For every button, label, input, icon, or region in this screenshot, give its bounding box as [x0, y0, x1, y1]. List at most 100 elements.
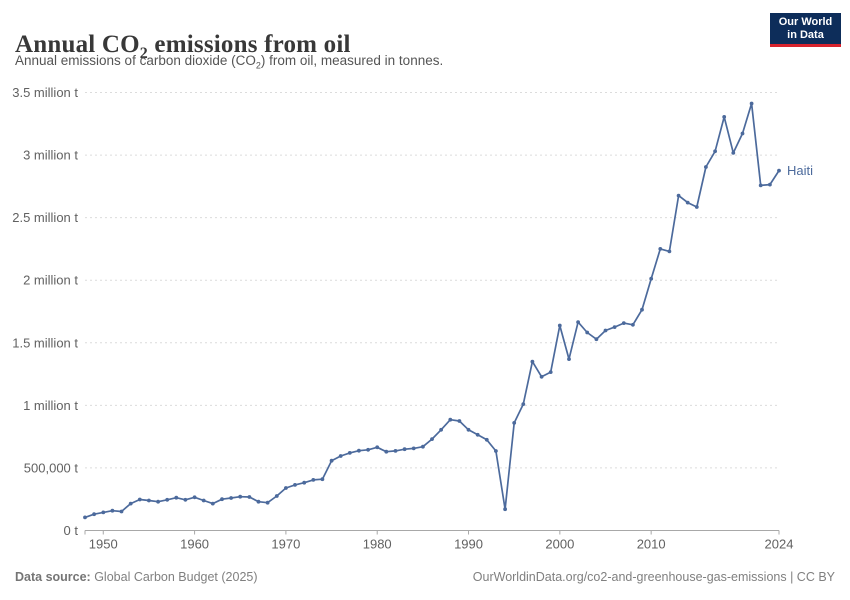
data-point[interactable] [375, 445, 380, 450]
data-point[interactable] [585, 330, 590, 335]
data-point[interactable] [658, 247, 663, 251]
data-point[interactable] [183, 497, 188, 502]
data-point[interactable] [576, 320, 580, 324]
data-point[interactable] [110, 508, 115, 513]
data-point[interactable] [201, 498, 206, 503]
data-point[interactable] [247, 495, 252, 499]
data-point[interactable] [475, 432, 480, 437]
data-point[interactable] [101, 510, 106, 515]
data-point[interactable] [156, 499, 161, 504]
data-point[interactable] [731, 151, 736, 155]
data-point[interactable] [421, 444, 425, 449]
data-point[interactable] [704, 165, 708, 169]
data-source-label: Data source: [15, 570, 91, 584]
data-point[interactable] [311, 478, 316, 482]
data-point[interactable] [594, 337, 599, 342]
data-point[interactable] [621, 321, 626, 325]
data-point[interactable] [612, 325, 617, 329]
chart-subtitle: Annual emissions of carbon dioxide (CO2)… [15, 53, 443, 71]
data-point[interactable] [777, 168, 781, 173]
data-point[interactable] [484, 437, 489, 442]
data-point[interactable] [92, 512, 96, 517]
data-point[interactable] [603, 328, 608, 333]
data-source-text: Global Carbon Budget (2025) [90, 570, 258, 584]
y-axis-tick-label: 1.5 million t [12, 335, 78, 350]
data-point[interactable] [685, 200, 690, 205]
data-point[interactable] [220, 497, 224, 502]
owid-logo[interactable]: Our World in Data [770, 13, 841, 47]
data-source-note: Data source: Global Carbon Budget (2025) [15, 570, 258, 584]
subtitle-subscript: 2 [255, 60, 261, 71]
data-point[interactable] [174, 495, 179, 500]
data-point[interactable] [338, 454, 343, 458]
owid-url-link[interactable]: OurWorldinData.org/co2-and-greenhouse-ga… [472, 570, 787, 584]
data-point[interactable] [539, 374, 544, 379]
data-point[interactable] [494, 449, 498, 453]
data-point[interactable] [439, 427, 443, 432]
x-axis-tick-label: 1960 [180, 537, 209, 552]
data-point[interactable] [521, 402, 526, 406]
data-point[interactable] [713, 149, 717, 154]
x-axis-tick-label: 2000 [545, 537, 574, 552]
data-point[interactable] [676, 193, 681, 198]
data-point[interactable] [366, 447, 370, 452]
data-point[interactable] [512, 421, 517, 425]
data-point[interactable] [649, 276, 654, 281]
data-point[interactable] [667, 249, 672, 254]
data-point[interactable] [430, 437, 434, 441]
data-point[interactable] [768, 182, 772, 187]
data-point[interactable] [147, 498, 151, 503]
line-chart[interactable]: 0 t 500,000 t 1 million t 1.5 million t 2 mi… [0, 80, 850, 560]
data-point[interactable] [137, 497, 142, 502]
data-point[interactable] [758, 183, 763, 188]
data-point[interactable] [320, 477, 325, 482]
data-point[interactable] [265, 500, 270, 505]
data-point[interactable] [457, 419, 462, 423]
series-line-haiti[interactable] [84, 102, 780, 519]
data-point[interactable] [503, 507, 507, 512]
data-point[interactable] [530, 359, 535, 364]
data-point[interactable] [274, 494, 279, 498]
data-point[interactable] [210, 501, 215, 506]
data-point[interactable] [357, 448, 361, 453]
data-point[interactable] [165, 497, 170, 502]
data-point[interactable] [302, 480, 307, 485]
y-axis-tick-label: 3.5 million t [12, 85, 78, 100]
data-point[interactable] [256, 499, 261, 504]
data-point[interactable] [411, 446, 416, 451]
data-point[interactable] [329, 458, 334, 463]
data-point[interactable] [567, 357, 571, 361]
data-point[interactable] [557, 323, 562, 328]
data-point[interactable] [740, 131, 745, 136]
x-axis-tick-label: 2010 [637, 537, 666, 552]
data-point[interactable] [694, 205, 699, 209]
y-axis-tick-label: 0 t [64, 523, 79, 538]
data-point[interactable] [640, 307, 644, 312]
x-axis-tick-label: 1950 [89, 537, 118, 552]
data-point[interactable] [402, 447, 407, 452]
owid-logo-line2: in Data [787, 28, 824, 41]
data-point[interactable] [749, 101, 754, 106]
page-title: Annual CO2 emissions from oil [15, 31, 351, 63]
data-point[interactable] [722, 115, 727, 119]
data-point[interactable] [229, 496, 234, 500]
data-point[interactable] [631, 322, 635, 327]
attribution-note: OurWorldinData.org/co2-and-greenhouse-ga… [473, 570, 835, 584]
data-point[interactable] [548, 370, 553, 374]
data-point[interactable] [119, 509, 124, 514]
data-point[interactable] [238, 494, 243, 499]
data-point[interactable] [466, 427, 471, 432]
data-point[interactable] [393, 449, 398, 453]
x-axis-tick-label: 2024 [765, 537, 794, 552]
data-point[interactable] [192, 495, 197, 500]
x-axis-tick-label: 1970 [271, 537, 300, 552]
data-point[interactable] [128, 501, 133, 506]
data-point[interactable] [83, 515, 87, 520]
data-point[interactable] [347, 451, 352, 455]
data-point[interactable] [293, 483, 297, 487]
data-point[interactable] [284, 486, 288, 490]
entity-label[interactable]: Haiti [787, 163, 813, 178]
data-point[interactable] [448, 417, 453, 422]
data-point[interactable] [384, 449, 389, 454]
